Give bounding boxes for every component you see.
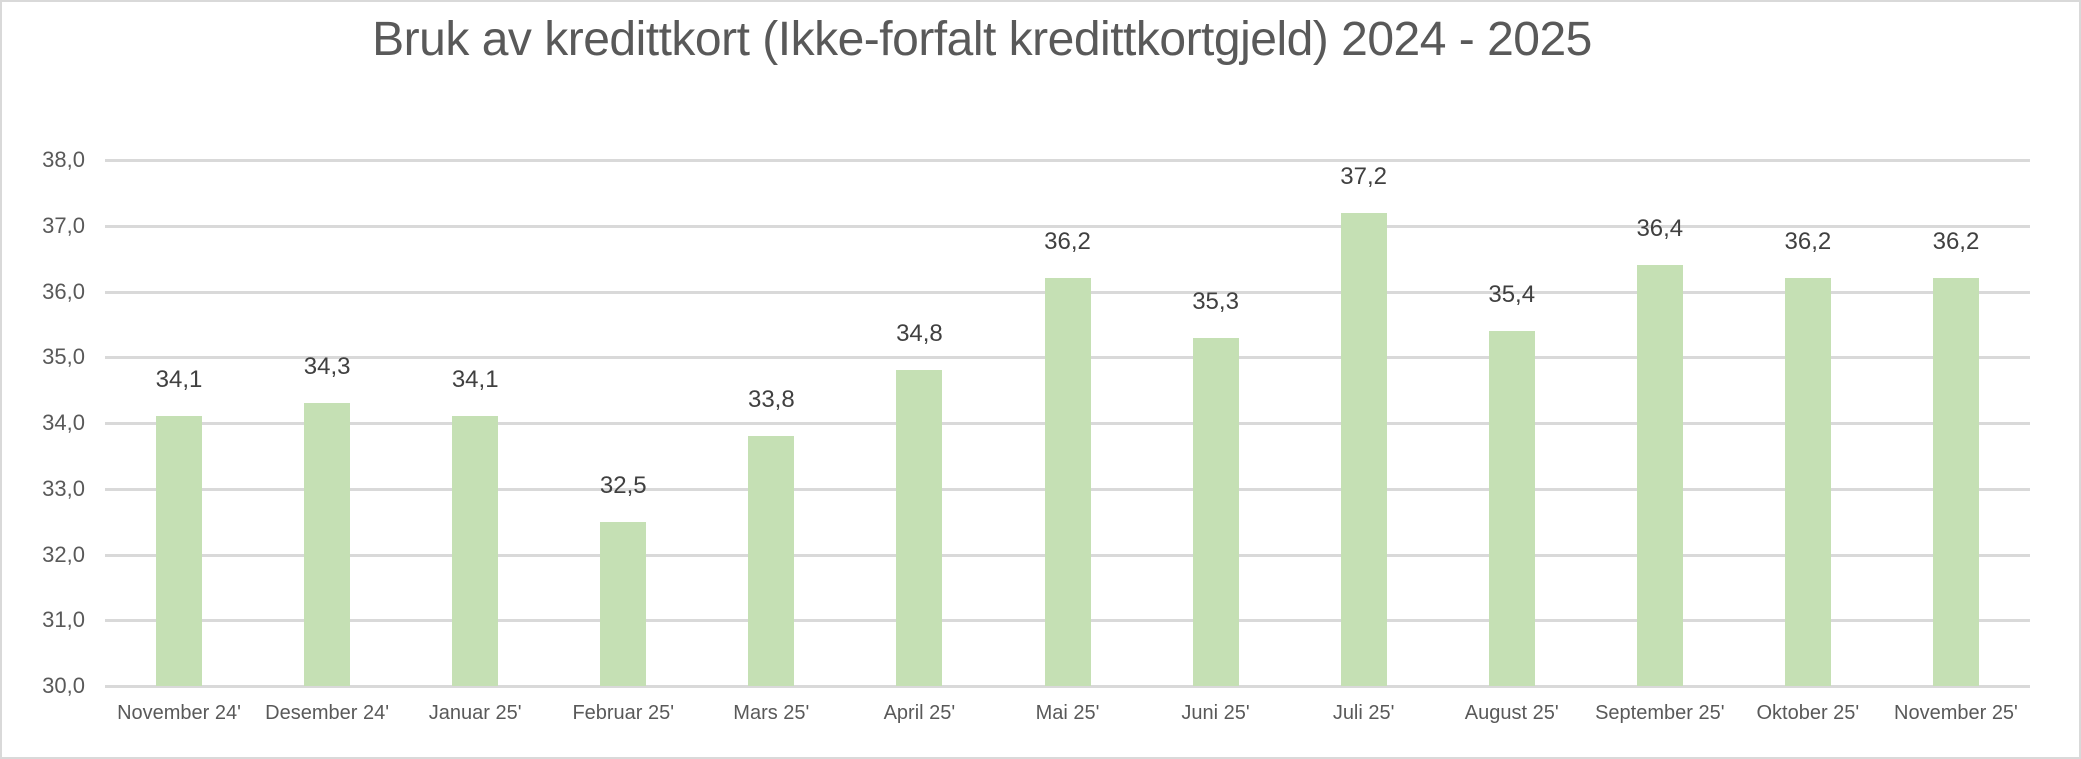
data-label: 34,1 bbox=[155, 366, 203, 394]
y-tick-label: 36,0 bbox=[42, 278, 85, 304]
bar[interactable] bbox=[1636, 265, 1683, 686]
data-label: 34,1 bbox=[451, 366, 499, 394]
plot-area: 30,0 31,0 32,0 33,0 34,0 35,0 36,0 37,0 38,0 34,1… bbox=[42, 147, 2030, 698]
bar[interactable] bbox=[600, 521, 647, 686]
data-label: 35,4 bbox=[1488, 280, 1536, 308]
x-tick-label: November 25' bbox=[1894, 702, 2018, 724]
gridline bbox=[105, 159, 2030, 162]
x-tick-label: August 25' bbox=[1464, 702, 1559, 724]
y-tick-label: 37,0 bbox=[42, 212, 85, 238]
bar[interactable] bbox=[1340, 212, 1387, 686]
x-axis: November 24' Desember 24' Januar 25' Februa… bbox=[105, 686, 2030, 726]
y-tick-label: 38,0 bbox=[42, 147, 85, 172]
y-tick-label: 34,0 bbox=[42, 410, 85, 435]
data-label: 34,8 bbox=[896, 320, 943, 348]
x-tick-label: April 25' bbox=[883, 702, 956, 724]
x-tick-label: Mai 25' bbox=[1035, 702, 1100, 724]
y-tick-label: 33,0 bbox=[42, 475, 85, 501]
bar[interactable] bbox=[748, 436, 795, 686]
data-label: 36,2 bbox=[1932, 228, 1980, 256]
y-tick-label: 31,0 bbox=[42, 607, 85, 633]
gridline bbox=[105, 685, 2030, 688]
data-label: 36,2 bbox=[1784, 228, 1832, 256]
gridline bbox=[105, 224, 2030, 228]
x-tick-label: September 25' bbox=[1595, 702, 1725, 724]
data-label: 34,3 bbox=[303, 353, 351, 381]
x-tick-label: Mars 25' bbox=[733, 702, 810, 724]
y-tick-label: 30,0 bbox=[42, 673, 85, 698]
bar[interactable] bbox=[1192, 337, 1239, 686]
x-tick-label: Juni 25' bbox=[1181, 702, 1250, 724]
x-tick-label: Januar 25' bbox=[428, 702, 522, 724]
x-tick-label: Desember 24' bbox=[265, 702, 390, 724]
bar[interactable] bbox=[1488, 330, 1535, 686]
bar[interactable] bbox=[156, 416, 203, 686]
data-label: 36,2 bbox=[1044, 228, 1091, 256]
data-label: 32,5 bbox=[599, 471, 647, 499]
chart-title: Bruk av kredittkort (Ikke-forfalt kredit… bbox=[372, 13, 1592, 66]
x-tick-label: Oktober 25' bbox=[1756, 702, 1860, 724]
bar[interactable] bbox=[896, 370, 943, 686]
bar[interactable] bbox=[452, 416, 499, 686]
data-label: 33,8 bbox=[747, 386, 795, 414]
y-tick-label: 35,0 bbox=[42, 344, 85, 370]
bar[interactable] bbox=[1784, 278, 1831, 686]
bar[interactable] bbox=[1044, 278, 1091, 686]
x-tick-label: November 24' bbox=[117, 702, 241, 724]
data-label: 37,2 bbox=[1340, 162, 1387, 190]
y-tick-label: 32,0 bbox=[42, 541, 85, 567]
bar[interactable] bbox=[304, 403, 351, 686]
bar[interactable] bbox=[1932, 278, 1979, 686]
data-label: 36,4 bbox=[1636, 215, 1684, 243]
data-label: 35,3 bbox=[1192, 287, 1239, 315]
x-tick-label: Februar 25' bbox=[572, 702, 675, 724]
x-tick-label: Juli 25' bbox=[1332, 702, 1395, 724]
